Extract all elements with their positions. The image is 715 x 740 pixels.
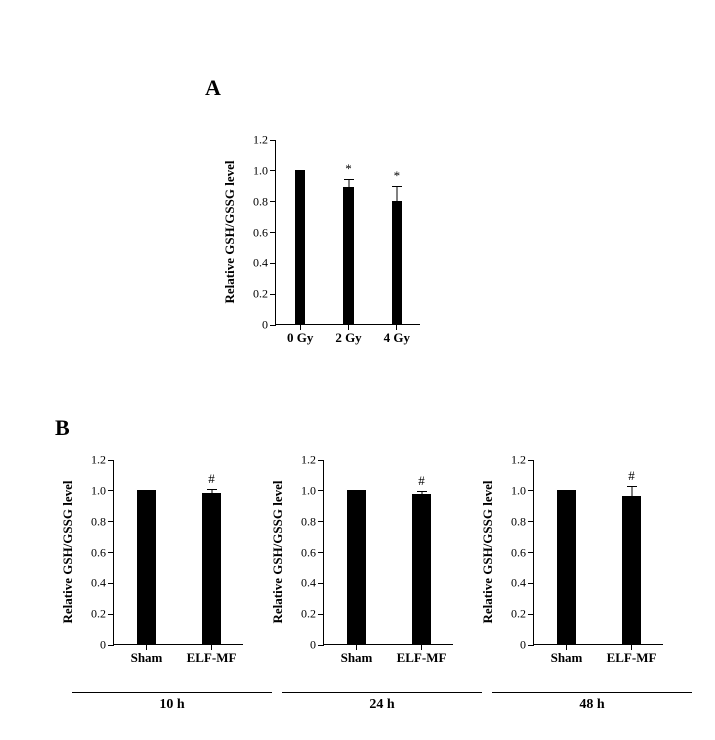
chart-b-48h-xlabel: ELF-MF (607, 644, 657, 666)
panel-a-label: A (205, 75, 221, 101)
chart-b-48h-sig-marker: # (628, 468, 635, 484)
chart-b-10h-bar (137, 490, 157, 644)
chart-a-errorcap (392, 186, 402, 187)
chart-a-errorbar (396, 186, 397, 201)
chart-b-48h-ytick-label: 0 (520, 638, 534, 653)
chart-a-bar (392, 201, 403, 324)
chart-a-ytick-label: 0.6 (253, 225, 276, 240)
panel-b-label: B (55, 415, 70, 441)
chart-b-24h-ytick-label: 0.2 (301, 607, 324, 622)
timeline-10h: 10 h (72, 692, 272, 713)
chart-a-ylabel: Relative GSH/GSSG level (222, 161, 238, 304)
chart-b-48h-ylabel: Relative GSH/GSSG level (480, 481, 496, 624)
timeline-24h-label: 24 h (369, 697, 394, 713)
chart-b-48h-ytick-label: 0.8 (511, 514, 534, 529)
chart-b-10h-errorcap (207, 489, 217, 490)
chart-b-48h-bar (557, 490, 577, 644)
chart-a-bar (343, 187, 354, 324)
chart-b-10h-ytick-label: 0 (100, 638, 114, 653)
chart-b-24h-ytick-label: 1.2 (301, 453, 324, 468)
chart-b-10h-sig-marker: # (208, 471, 215, 487)
chart-b-24h-ytick-label: 0 (310, 638, 324, 653)
chart-b-48h-errorcap (627, 486, 637, 487)
chart-b-24h-ytick-label: 1.0 (301, 483, 324, 498)
chart-b-10h-ylabel: Relative GSH/GSSG level (60, 481, 76, 624)
chart-b-24h-errorcap (417, 491, 427, 492)
chart-b-24h-xlabel: ELF-MF (397, 644, 447, 666)
chart-a-ytick-label: 1.2 (253, 133, 276, 148)
chart-b-10h-plot: Relative GSH/GSSG level 00.20.40.60.81.0… (113, 460, 243, 645)
chart-a: Relative GSH/GSSG level 00.20.40.60.81.0… (275, 140, 420, 325)
chart-a-sig-marker: * (394, 168, 401, 184)
chart-b-48h-ytick-label: 1.0 (511, 483, 534, 498)
chart-b-10h-ytick-label: 1.0 (91, 483, 114, 498)
chart-a-sig-marker: * (345, 161, 352, 177)
chart-a-errorbar (348, 179, 349, 188)
chart-b-48h-ytick-label: 0.6 (511, 545, 534, 560)
chart-b-48h-ytick-label: 1.2 (511, 453, 534, 468)
chart-b-24h-sig-marker: # (418, 473, 425, 489)
chart-b-24h: Relative GSH/GSSG level 00.20.40.60.81.0… (323, 460, 453, 645)
chart-a-bar (295, 170, 306, 324)
chart-b-10h-ytick-label: 0.8 (91, 514, 114, 529)
chart-b-10h-ytick-label: 0.6 (91, 545, 114, 560)
chart-b-24h-xlabel: Sham (341, 644, 373, 666)
chart-a-xlabel: 4 Gy (384, 324, 410, 346)
timeline-48h-label: 48 h (579, 697, 604, 713)
chart-b-24h-bar (412, 494, 432, 644)
chart-b-24h-ytick-label: 0.8 (301, 514, 324, 529)
chart-b-24h-ytick-label: 0.6 (301, 545, 324, 560)
chart-a-xlabel: 0 Gy (287, 324, 313, 346)
chart-b-48h-plot: Relative GSH/GSSG level 00.20.40.60.81.0… (533, 460, 663, 645)
chart-b-10h-ytick-label: 0.2 (91, 607, 114, 622)
chart-a-ytick-label: 0.8 (253, 194, 276, 209)
chart-b-48h: Relative GSH/GSSG level 00.20.40.60.81.0… (533, 460, 663, 645)
chart-a-ytick-label: 0.4 (253, 256, 276, 271)
chart-b-48h-errorbar (631, 486, 632, 497)
chart-a-errorcap (344, 179, 354, 180)
timeline-10h-label: 10 h (159, 697, 184, 713)
chart-b-48h-ytick-label: 0.4 (511, 576, 534, 591)
timeline-24h: 24 h (282, 692, 482, 713)
chart-b-24h-ylabel: Relative GSH/GSSG level (270, 481, 286, 624)
chart-b-10h-ytick-label: 0.4 (91, 576, 114, 591)
chart-a-xlabel: 2 Gy (335, 324, 361, 346)
chart-b-48h-ytick-label: 0.2 (511, 607, 534, 622)
chart-b-10h: Relative GSH/GSSG level 00.20.40.60.81.0… (113, 460, 243, 645)
timeline-48h: 48 h (492, 692, 692, 713)
chart-b-48h-xlabel: Sham (551, 644, 583, 666)
chart-a-ytick-label: 0.2 (253, 287, 276, 302)
chart-a-plot: Relative GSH/GSSG level 00.20.40.60.81.0… (275, 140, 420, 325)
chart-b-48h-bar (622, 496, 642, 644)
chart-b-10h-ytick-label: 1.2 (91, 453, 114, 468)
chart-b-10h-bar (202, 493, 222, 644)
chart-b-10h-xlabel: ELF-MF (187, 644, 237, 666)
chart-a-ytick-label: 1.0 (253, 163, 276, 178)
chart-b-10h-xlabel: Sham (131, 644, 163, 666)
chart-b-24h-ytick-label: 0.4 (301, 576, 324, 591)
chart-a-ytick-label: 0 (262, 318, 276, 333)
chart-b-24h-bar (347, 490, 367, 644)
chart-b-24h-plot: Relative GSH/GSSG level 00.20.40.60.81.0… (323, 460, 453, 645)
page: A B Relative GSH/GSSG level 00.20.40.60.… (0, 0, 715, 740)
